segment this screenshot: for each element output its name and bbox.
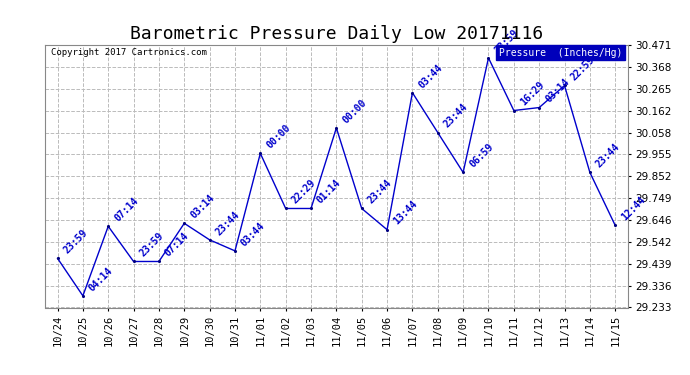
Point: [179, 220, 190, 226]
Point: [280, 206, 291, 212]
Point: [306, 206, 317, 212]
Point: [509, 108, 520, 114]
Text: 22:29: 22:29: [290, 178, 317, 206]
Text: 03:44: 03:44: [417, 62, 444, 90]
Point: [533, 105, 544, 111]
Text: 13:44: 13:44: [391, 199, 419, 227]
Point: [382, 226, 393, 232]
Point: [128, 258, 139, 264]
Text: 23:44: 23:44: [366, 178, 394, 206]
Point: [52, 255, 63, 261]
Point: [356, 206, 367, 212]
Text: 07:14: 07:14: [163, 231, 191, 259]
Point: [432, 130, 443, 136]
Text: Pressure  (Inches/Hg): Pressure (Inches/Hg): [499, 48, 622, 58]
Point: [103, 223, 114, 229]
Text: 23:59: 23:59: [138, 231, 166, 259]
Text: 03:14: 03:14: [188, 193, 216, 220]
Point: [331, 125, 342, 131]
Point: [610, 222, 621, 228]
Point: [230, 248, 241, 254]
Point: [255, 150, 266, 156]
Text: 23:44: 23:44: [214, 209, 242, 237]
Text: 12:44: 12:44: [620, 195, 647, 223]
Point: [559, 82, 570, 88]
Point: [77, 293, 88, 299]
Text: 07:14: 07:14: [112, 196, 140, 223]
Text: 23:59: 23:59: [493, 27, 520, 55]
Text: 22:59: 22:59: [569, 55, 597, 83]
Text: 04:14: 04:14: [87, 265, 115, 293]
Text: 23:44: 23:44: [442, 102, 470, 130]
Point: [584, 170, 595, 176]
Point: [483, 55, 494, 61]
Text: 03:14: 03:14: [543, 77, 571, 105]
Text: 23:44: 23:44: [594, 142, 622, 170]
Point: [153, 258, 164, 264]
Text: Copyright 2017 Cartronics.com: Copyright 2017 Cartronics.com: [50, 48, 206, 57]
Text: 00:00: 00:00: [264, 123, 293, 151]
Text: 00:00: 00:00: [341, 97, 368, 125]
Point: [457, 170, 469, 176]
Text: 06:59: 06:59: [467, 142, 495, 170]
Text: 23:59: 23:59: [61, 228, 90, 255]
Text: 16:29: 16:29: [518, 80, 546, 108]
Text: 03:44: 03:44: [239, 220, 267, 248]
Title: Barometric Pressure Daily Low 20171116: Barometric Pressure Daily Low 20171116: [130, 26, 543, 44]
Text: 01:14: 01:14: [315, 178, 343, 206]
Point: [204, 237, 215, 243]
Point: [407, 90, 418, 96]
